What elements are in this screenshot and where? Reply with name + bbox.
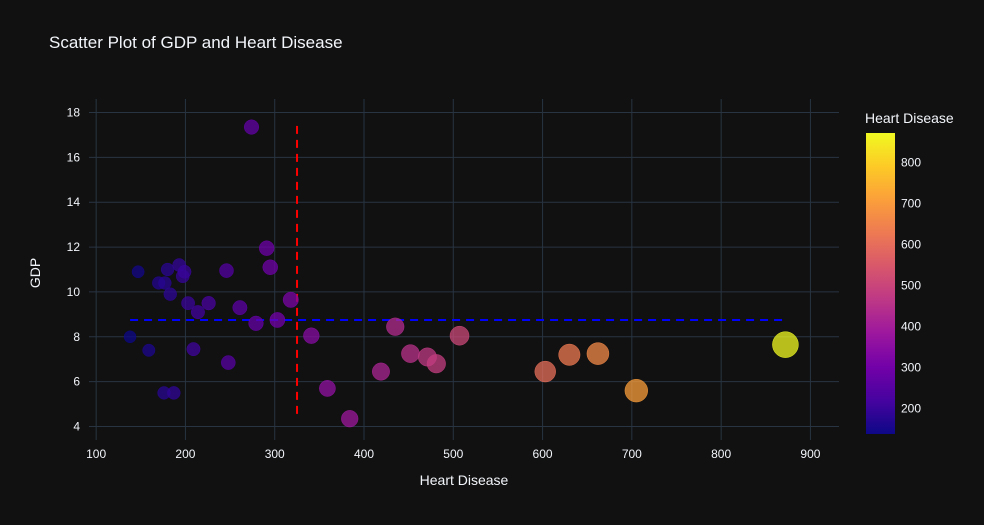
data-point	[158, 276, 172, 290]
data-point	[167, 386, 181, 400]
data-point	[624, 378, 648, 403]
y-tick-label: 12	[67, 240, 81, 254]
x-tick-label: 300	[265, 447, 285, 461]
data-point	[269, 312, 286, 328]
data-point	[558, 343, 581, 366]
data-point	[303, 327, 320, 344]
colorbar-tick-label: 200	[901, 402, 921, 416]
data-point	[177, 264, 192, 279]
y-axis-ticks: 4 6 8 10 12 14 16 18	[67, 105, 81, 433]
y-tick-label: 4	[73, 420, 80, 434]
colorbar-gradient	[866, 133, 895, 434]
x-tick-label: 700	[622, 447, 642, 461]
data-point	[163, 287, 177, 301]
colorbar-tick-label: 800	[901, 156, 921, 170]
x-tick-label: 500	[443, 447, 463, 461]
colorbar-tick-label: 700	[901, 197, 921, 211]
y-axis-title: GDP	[27, 258, 43, 288]
data-point	[449, 325, 470, 346]
data-point	[319, 380, 336, 397]
y-tick-label: 8	[73, 330, 80, 344]
data-point	[243, 119, 260, 135]
data-points	[123, 119, 799, 428]
x-axis-ticks: 100 200 300 400 500 600 700 800 900	[86, 447, 821, 461]
data-point	[262, 259, 278, 276]
colorbar-tick-label: 300	[901, 361, 921, 375]
data-point	[586, 342, 610, 365]
colorbar-tick-label: 400	[901, 320, 921, 334]
data-point	[534, 360, 556, 383]
data-point	[772, 331, 799, 358]
x-tick-label: 900	[800, 447, 820, 461]
x-tick-label: 400	[354, 447, 374, 461]
reference-lines	[130, 125, 786, 420]
data-point	[220, 355, 236, 370]
y-tick-label: 10	[67, 285, 81, 299]
colorbar-ticks: 200 300 400 500 600 700 800	[901, 156, 921, 416]
colorbar-tick-label: 600	[901, 238, 921, 252]
data-point	[186, 342, 201, 357]
data-point	[282, 291, 299, 308]
data-point	[426, 354, 446, 374]
data-point	[341, 410, 359, 428]
colorbar-tick-label: 500	[901, 279, 921, 293]
data-point	[386, 317, 405, 336]
x-axis-title: Heart Disease	[420, 472, 509, 488]
colorbar: Heart Disease 200 300 400 500 600 700 800	[865, 110, 954, 434]
data-point	[142, 343, 156, 357]
y-tick-label: 16	[67, 150, 81, 164]
data-point	[232, 300, 248, 316]
data-point	[131, 265, 145, 279]
x-tick-label: 600	[533, 447, 553, 461]
x-tick-label: 800	[711, 447, 731, 461]
data-point	[219, 263, 234, 278]
data-point	[123, 330, 137, 344]
data-point	[160, 262, 175, 277]
plot-background	[89, 99, 839, 440]
chart-title: Scatter Plot of GDP and Heart Disease	[49, 33, 343, 52]
plot-area	[89, 99, 839, 440]
y-tick-label: 6	[73, 375, 80, 389]
x-tick-label: 200	[175, 447, 195, 461]
data-point	[372, 362, 390, 381]
colorbar-title: Heart Disease	[865, 110, 954, 126]
x-tick-label: 100	[86, 447, 106, 461]
data-point	[181, 296, 195, 311]
y-tick-label: 18	[67, 105, 81, 119]
data-point	[248, 315, 264, 331]
data-point	[190, 305, 205, 320]
y-tick-label: 14	[67, 195, 81, 209]
data-point	[401, 344, 420, 363]
data-point	[201, 296, 216, 311]
data-point	[258, 240, 275, 256]
grid-lines	[89, 99, 839, 440]
